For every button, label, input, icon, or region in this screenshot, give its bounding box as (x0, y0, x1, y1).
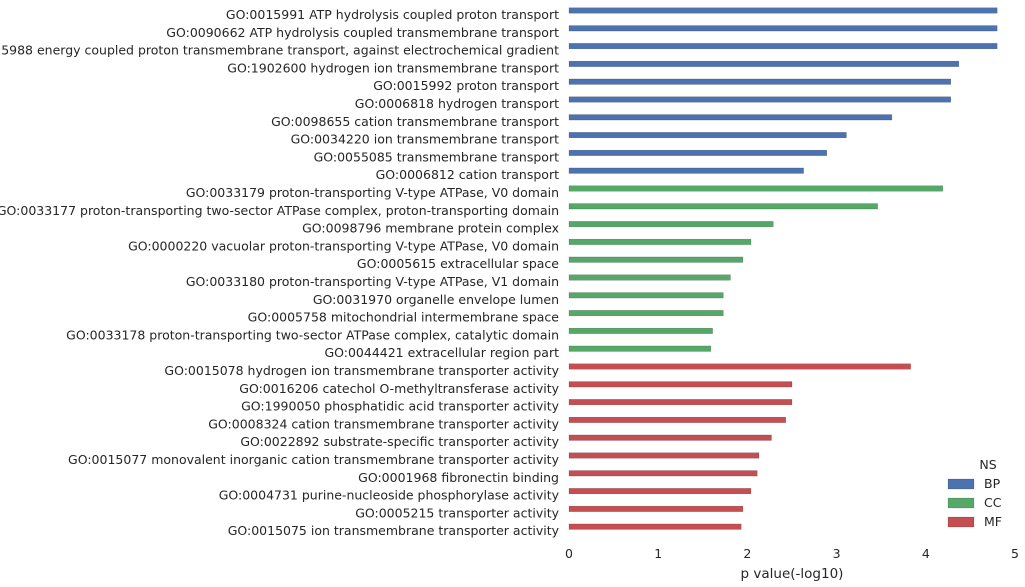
bar-mf (568, 399, 793, 406)
legend-swatch-bp (947, 478, 975, 490)
bar-cc (568, 292, 724, 299)
bar-mf (568, 434, 772, 441)
x-axis-ticks-group: 0 1 2 3 4 5 (565, 546, 1019, 561)
legend-swatch-cc (947, 497, 975, 509)
bar-cc (568, 256, 744, 263)
legend-label-mf: MF (984, 514, 1002, 529)
bar-bp (568, 78, 951, 85)
category-labels-group: GO:0015991 ATP hydrolysis coupled proton… (0, 7, 560, 538)
category-label: GO:0004731 purine-nucleoside phosphoryla… (219, 488, 560, 503)
category-label: GO:0098796 membrane protein complex (302, 221, 559, 236)
bar-bp (568, 132, 847, 139)
category-label: GO:0006818 hydrogen transport (355, 96, 559, 111)
category-label: GO:0033179 proton-transporting V-type AT… (186, 185, 559, 200)
bar-bp (568, 25, 998, 32)
x-tick-label: 0 (565, 546, 573, 561)
category-label: GO:1990050 phosphatidic acid transporter… (241, 399, 559, 414)
bar-mf (568, 488, 752, 495)
bar-mf (568, 523, 742, 530)
category-label: GO:0005615 extracellular space (357, 256, 559, 271)
bar-bp (568, 7, 998, 14)
bar-mf (568, 381, 793, 388)
bar-cc (568, 221, 774, 228)
bar-bp (568, 96, 951, 103)
category-label: GO:0008324 cation transmembrane transpor… (208, 416, 559, 431)
bar-cc (568, 185, 943, 192)
legend-label-bp: BP (984, 476, 1001, 491)
legend: NS BP CC MF (947, 457, 1002, 529)
x-tick-label: 4 (922, 546, 930, 561)
bar-cc (568, 203, 878, 210)
bar-mf (568, 416, 786, 423)
category-label: GO:0001968 fibronectin binding (358, 470, 559, 485)
bar-bp (568, 43, 998, 50)
x-tick-label: 2 (743, 546, 751, 561)
bar-cc (568, 345, 712, 352)
bar-cc (568, 274, 731, 281)
bar-bp (568, 167, 804, 174)
category-label: GO:0098655 cation transmembrane transpor… (271, 114, 559, 129)
bar-mf (568, 505, 744, 512)
legend-swatch-mf (947, 516, 975, 528)
category-label: GO:0044421 extracellular region part (324, 345, 559, 360)
category-label: GO:0033177 proton-transporting two-secto… (0, 203, 559, 218)
bar-bp (568, 149, 827, 156)
category-label: GO:0090662 ATP hydrolysis coupled transm… (166, 25, 559, 40)
bar-mf (568, 452, 760, 459)
category-label: GO:0034220 ion transmembrane transport (291, 132, 560, 147)
bar-bp (568, 60, 960, 67)
category-label: GO:0000220 vacuolar proton-transporting … (128, 238, 559, 253)
legend-label-cc: CC (984, 495, 1002, 510)
x-tick-label: 3 (833, 546, 841, 561)
category-label: GO:0005758 mitochondrial intermembrane s… (248, 310, 560, 325)
x-tick-label: 5 (1011, 546, 1019, 561)
category-label: GO:0005215 transporter activity (355, 505, 559, 520)
category-label: GO:0033180 proton-transporting V-type AT… (186, 274, 559, 289)
category-label: GO:0015992 proton transport (373, 78, 559, 93)
category-label: GO:0015991 ATP hydrolysis coupled proton… (226, 7, 559, 22)
category-label: GO:0055085 transmembrane transport (314, 149, 560, 164)
x-tick-label: 1 (654, 546, 662, 561)
category-label: GO:0015078 hydrogen ion transmembrane tr… (164, 363, 559, 378)
category-label: GO:0015077 monovalent inorganic cation t… (68, 452, 560, 467)
category-label: GO:0006812 cation transport (376, 167, 559, 182)
category-label: GO:0015988 energy coupled proton transme… (0, 43, 559, 58)
bar-mf (568, 363, 911, 370)
bar-cc (568, 310, 724, 317)
x-axis-title: p value(-log10) (741, 566, 844, 582)
category-label: GO:1902600 hydrogen ion transmembrane tr… (227, 60, 559, 75)
category-label: GO:0015075 ion transmembrane transporter… (228, 523, 560, 538)
bar-cc (568, 238, 752, 245)
bars-group (568, 7, 998, 530)
bar-cc (568, 327, 713, 334)
category-label: GO:0033178 proton-transporting two-secto… (66, 327, 559, 342)
legend-title: NS (979, 457, 996, 472)
category-label: GO:0022892 substrate-specific transporte… (240, 434, 559, 449)
category-label: GO:0031970 organelle envelope lumen (313, 292, 559, 307)
bar-mf (568, 470, 758, 477)
category-label: GO:0016206 catechol O-methyltransferase … (239, 381, 559, 396)
bar-bp (568, 114, 893, 121)
